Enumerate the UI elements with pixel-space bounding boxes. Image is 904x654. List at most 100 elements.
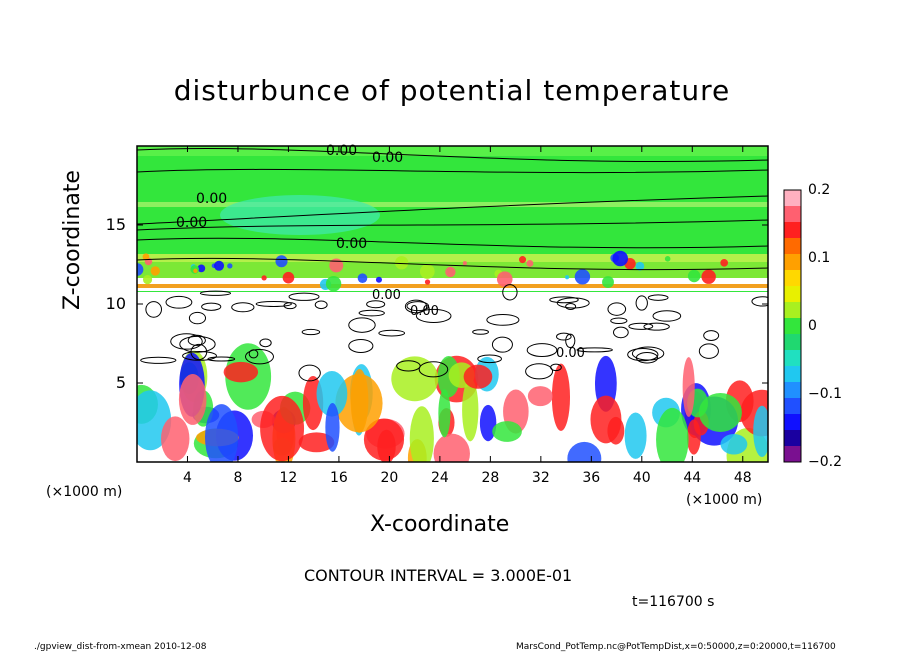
convective-cell	[682, 357, 695, 417]
contour-loop	[643, 322, 670, 331]
field-speckle	[565, 275, 570, 280]
colorbar-tick-label: 0	[808, 318, 817, 334]
contour-loop	[703, 330, 720, 341]
contour-label: 0.00	[326, 143, 358, 159]
x-axis-label: X-coordinate	[370, 512, 510, 537]
contour-loop	[165, 295, 193, 309]
contour-loop	[610, 317, 628, 325]
contour-loop	[140, 356, 177, 364]
colorbar-segment	[784, 366, 801, 383]
contour-loop	[179, 335, 216, 353]
field-speckle	[602, 276, 614, 288]
convective-cells	[137, 250, 768, 462]
field-speckle	[496, 271, 513, 287]
colorbar-segment	[784, 270, 801, 287]
colorbar-segment	[784, 222, 801, 239]
convective-cell	[161, 416, 190, 462]
contour-label: 0.00	[196, 191, 228, 207]
field-speckle	[445, 266, 456, 278]
convective-cell	[656, 407, 689, 462]
convective-cell	[316, 371, 348, 417]
field-speckle	[325, 275, 342, 292]
contour-loop	[613, 326, 629, 339]
convective-cell	[479, 404, 497, 442]
field-speckle	[275, 255, 288, 268]
contour-loop	[255, 300, 292, 307]
colorbar-segment	[784, 254, 801, 271]
contour-line	[137, 147, 768, 163]
convective-cell	[409, 406, 434, 462]
colorbar-segment	[784, 238, 801, 255]
contour-loop	[170, 333, 203, 350]
convective-cell	[462, 378, 479, 442]
colorbar-segment	[784, 382, 801, 399]
contour-lines	[137, 147, 768, 382]
convective-cell	[335, 374, 383, 433]
contour-label: 0.00	[372, 288, 401, 303]
x-tick-label: 44	[683, 470, 702, 486]
x-tick-label: 12	[279, 470, 298, 486]
footer-left: ./gpview_dist-from-xmean 2010-12-08	[34, 642, 207, 652]
x-tick-label: 36	[582, 470, 601, 486]
x-tick-label: 16	[329, 470, 348, 486]
contour-loop	[231, 302, 255, 313]
field-speckle	[519, 256, 527, 264]
contour-label: 0.00	[410, 304, 439, 319]
x-tick-label: 24	[430, 470, 449, 486]
convective-cell	[204, 404, 239, 462]
convective-cell	[698, 393, 742, 432]
field-speckle	[261, 275, 267, 281]
contour-loop	[647, 294, 669, 301]
colorbar-segment	[784, 398, 801, 415]
contour-loop	[486, 313, 520, 326]
contour-loop	[301, 328, 321, 336]
contour-loop	[698, 343, 719, 359]
contour-loop	[314, 300, 328, 310]
field-speckle	[687, 269, 701, 283]
field-speckle	[635, 261, 645, 271]
contour-loop	[526, 343, 558, 358]
field-speckle	[462, 261, 467, 266]
field-speckle	[137, 263, 144, 276]
contour-label: 0.00	[372, 150, 404, 166]
convective-cell	[720, 433, 748, 455]
convective-cell	[463, 364, 493, 389]
field-speckle	[193, 268, 198, 274]
contour-loop	[358, 309, 385, 317]
field-speckle	[394, 256, 409, 270]
colorbar-tick-label: 0.2	[808, 182, 831, 198]
contour-loop	[145, 301, 162, 318]
field-speckle	[720, 259, 728, 267]
field-speckle	[375, 276, 382, 283]
colorbar-segment	[784, 446, 801, 463]
y-tick-label: 10	[105, 294, 126, 313]
field-speckle	[612, 250, 629, 267]
contour-loop	[635, 295, 648, 311]
contour-label: 0.00	[556, 346, 585, 361]
contour-loop	[366, 300, 386, 309]
contour-loop	[565, 333, 576, 349]
contour-loop	[627, 347, 659, 362]
field-speckle	[701, 269, 716, 284]
x-tick-label: 8	[233, 470, 243, 486]
contour-loop	[556, 332, 572, 341]
contour-interval-note: CONTOUR INTERVAL = 3.000E-01	[304, 566, 573, 585]
contour-loop	[348, 338, 374, 353]
field-speckle	[142, 253, 150, 261]
time-label: t=116700 s	[632, 594, 715, 610]
colorbar	[784, 190, 801, 463]
field-blob	[220, 195, 380, 235]
contour-loop	[201, 302, 222, 311]
chart-title: disturbunce of potential temperature	[173, 74, 731, 107]
field-speckle	[142, 275, 153, 285]
footer-right: MarsCond_PotTemp.nc@PotTempDist,x=0:5000…	[516, 642, 836, 652]
x-axis-unit: (×1000 m)	[686, 492, 763, 508]
convective-cell	[567, 441, 602, 462]
field-speckle	[329, 258, 344, 273]
y-axis-label: Z-coordinate	[60, 170, 85, 310]
contour-line	[137, 237, 768, 249]
colorbar-frame	[783, 189, 802, 463]
contour-line	[137, 195, 768, 225]
